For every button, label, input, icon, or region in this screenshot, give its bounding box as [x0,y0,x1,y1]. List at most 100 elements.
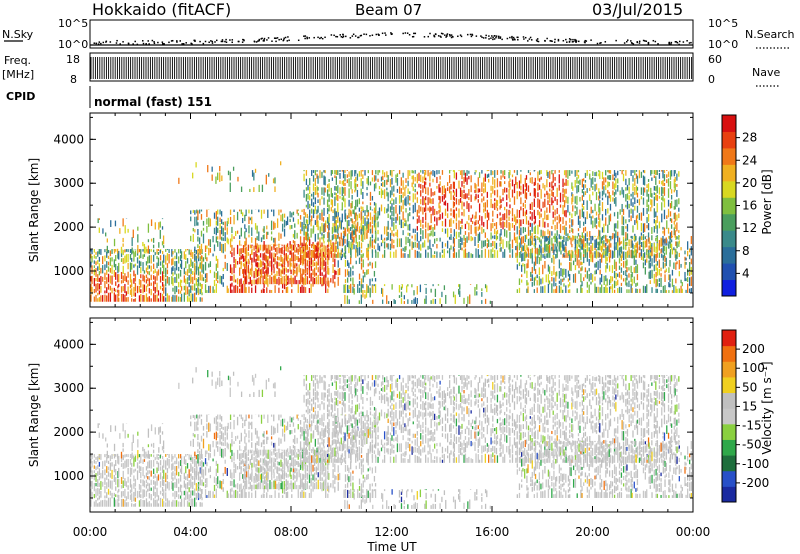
nsky-point [511,35,513,38]
freq-strip: Freq. [MHz] 18 8 60 0 Nave [2,52,780,87]
nsky-point [377,33,380,36]
nsky-point [638,42,641,44]
nsky-point [391,33,393,35]
nsky-point [161,41,164,43]
colorbar-segment [722,180,736,198]
nsky-point [317,36,319,39]
nsky-point [630,40,632,42]
nsky-point [423,36,426,38]
nsky-point [204,40,207,43]
nsky-point [199,40,201,43]
nsky-point [224,40,226,43]
nsky-point [575,41,577,44]
nsky-point [449,33,451,36]
nsky-point [537,40,540,43]
colorbar-segment [722,197,736,215]
nsky-point [253,40,256,43]
nsky-point [404,32,407,34]
nsky-point [675,41,678,43]
nsearch-label: N.Search [745,28,795,41]
nsky-point [297,39,300,42]
nsky-point [615,39,617,42]
beam-label: Beam 07 [355,1,423,19]
colorbar-tick: 12 [742,221,757,235]
nsky-point [95,42,98,45]
colorbar-segment [722,147,736,165]
nsky-point [145,43,147,45]
nsky-point [341,36,344,39]
nsky-point [493,35,496,37]
nsky-point [517,36,519,39]
nsky-point [261,37,263,40]
nsky-point [511,38,514,41]
nsky-point [551,40,553,43]
colorbar-segment [722,213,736,231]
nsky-point [134,40,136,43]
nsky-point [670,41,673,44]
colorbar-segment [722,263,736,281]
nsky-point [578,40,580,43]
nsky-point [182,43,185,45]
nsky-point [342,33,344,36]
nsky-point [599,42,601,44]
nsky-point [668,41,671,44]
nsky-point [283,37,285,40]
nsky-point [105,40,108,43]
nsky-point [408,33,411,36]
cpid-value: normal (fast) 151 [94,95,212,109]
ytick-label: 2000 [53,220,84,234]
nsky-point [492,38,494,41]
nsky-point [210,40,212,42]
nsky-point [652,39,655,42]
nsky-point [141,40,144,42]
nsky-point [306,37,308,40]
nsky-point [583,41,586,43]
nsky-point [333,34,335,37]
nsky-point [517,38,519,41]
nsearch-tick-top: 10^5 [708,17,738,30]
nsky-point [568,38,571,40]
power-colorbar-label: Power [dB] [760,169,774,234]
nsky-point [466,33,469,36]
nsky-point [105,41,107,43]
nsky-point [190,42,192,45]
nsky-point [470,35,473,38]
nsky-point [176,41,178,43]
nsky-point [439,35,442,38]
nsky-point [574,39,577,42]
nsky-point [342,35,345,38]
nsky-point [359,35,362,37]
nsky-point [371,34,374,37]
nsky-point [446,33,449,35]
nsky-point [191,43,193,45]
nsky-point [115,42,118,44]
nsky-point [168,41,170,44]
nsky-point [385,34,387,36]
cpid-label: CPID [6,90,35,103]
nsky-point [122,41,124,43]
nsky-point [375,33,378,36]
nsky-point [630,42,633,44]
nsky-point [670,43,672,45]
nsky-point [275,40,277,43]
nsky-point [185,42,187,44]
nsky-point [406,32,409,34]
nsky-point [357,36,359,39]
nsky-point [452,36,454,38]
nsky-tick-top: 10^5 [58,17,88,30]
nsky-point [514,38,516,41]
nsky-point [636,41,639,44]
nsky-point [414,32,417,35]
nsky-point [119,43,121,45]
nsky-point [324,36,326,39]
ytick-label: 3000 [53,176,84,190]
nsky-point [445,36,447,38]
nsky-point [181,43,183,45]
nsky-point [100,42,102,45]
nsky-point [596,42,599,45]
freq-tick-bottom: 8 [70,73,77,86]
nsky-point [460,35,463,38]
nsky-point [553,41,556,43]
nsky-point [440,36,442,38]
nsky-point [485,34,487,37]
